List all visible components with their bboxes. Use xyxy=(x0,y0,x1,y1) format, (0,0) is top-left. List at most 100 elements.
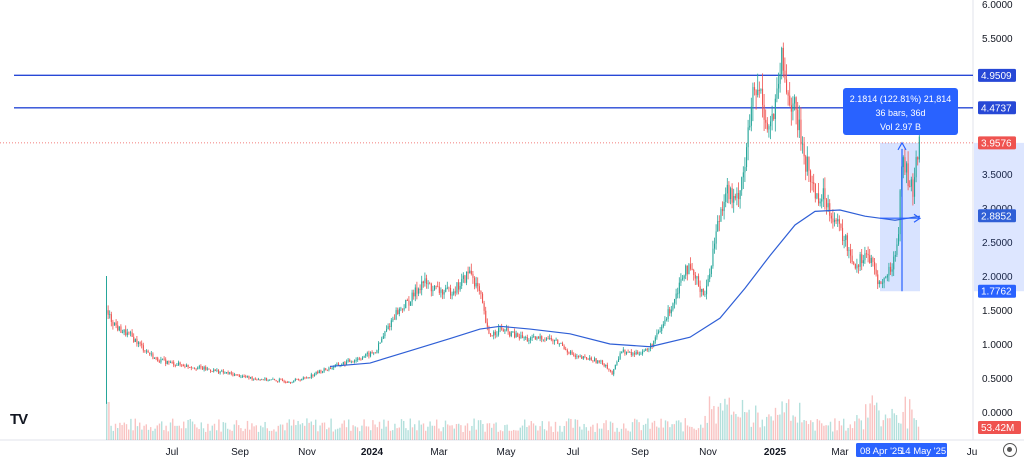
volume-bar xyxy=(480,420,482,440)
candle-body xyxy=(318,370,320,374)
candle-body xyxy=(427,283,429,285)
candle-body xyxy=(107,310,109,315)
volume-bar xyxy=(264,421,266,440)
time-tick-label: 2024 xyxy=(361,447,384,458)
candle-body xyxy=(418,288,420,294)
candle-body xyxy=(118,326,120,331)
volume-bar xyxy=(180,428,183,440)
volume-bar xyxy=(612,422,614,440)
candle-body xyxy=(138,342,140,345)
candle-body xyxy=(214,369,216,371)
candle-body xyxy=(654,337,656,341)
candle-body xyxy=(478,286,480,291)
candle-body xyxy=(363,356,365,358)
candle-body xyxy=(139,342,141,344)
measure-tooltip-line2: 36 bars, 36d xyxy=(875,108,925,118)
volume-bar xyxy=(271,430,273,440)
volume-bar xyxy=(752,422,755,440)
volume-bar xyxy=(321,422,323,440)
candle-body xyxy=(816,193,818,199)
volume-bar xyxy=(249,429,251,440)
volume-bar xyxy=(717,406,719,440)
measure-arrowhead-up xyxy=(897,141,907,151)
candle-body xyxy=(723,201,725,212)
moving-average-line[interactable] xyxy=(329,209,921,368)
candle-body xyxy=(704,294,706,296)
volume-bar xyxy=(152,430,154,440)
volume-bar xyxy=(596,423,598,440)
volume-bar xyxy=(587,430,590,440)
volume-bar xyxy=(378,421,381,440)
candle-body xyxy=(507,328,509,332)
volume-bar xyxy=(169,422,172,440)
tradingview-logo[interactable]: TV xyxy=(10,411,28,428)
settings-icon[interactable] xyxy=(1003,443,1017,457)
volume-bar xyxy=(134,418,136,440)
candle-body xyxy=(581,356,583,359)
volume-bar xyxy=(293,419,295,440)
volume-bar xyxy=(233,424,235,440)
candle-body xyxy=(512,331,514,333)
candle-body xyxy=(603,364,605,367)
candle-body xyxy=(896,244,898,255)
candle-body xyxy=(690,264,692,269)
candle-body xyxy=(162,358,164,360)
measure-tooltip[interactable] xyxy=(843,88,958,135)
volume-bar xyxy=(649,428,651,440)
volume-bar xyxy=(788,399,790,440)
candle-body xyxy=(272,379,274,380)
candle-body xyxy=(646,348,648,350)
candle-body xyxy=(406,300,408,301)
candle-body xyxy=(320,370,322,373)
candle-body xyxy=(200,366,202,368)
volume-bar xyxy=(785,403,788,440)
volume-bar xyxy=(453,428,455,440)
candle-body xyxy=(288,382,290,384)
volume-bar xyxy=(218,419,220,440)
volume-bar xyxy=(510,430,513,440)
volume-bar xyxy=(843,418,845,440)
candle-body xyxy=(872,257,874,262)
candle-body xyxy=(218,370,220,374)
candle-body xyxy=(574,355,576,358)
volume-bar xyxy=(130,418,132,440)
candle-body xyxy=(426,278,428,284)
volume-bar xyxy=(255,425,257,440)
candle-body xyxy=(392,318,394,321)
candle-body xyxy=(701,288,703,292)
candle-body xyxy=(786,79,788,93)
volume-bar xyxy=(799,402,801,440)
candle-body xyxy=(728,184,730,200)
candle-body xyxy=(163,358,165,360)
candle-body xyxy=(467,271,469,274)
candle-body xyxy=(472,273,474,278)
candle-body xyxy=(226,372,228,373)
candle-body xyxy=(528,339,530,342)
candle-body xyxy=(795,97,797,110)
candle-body xyxy=(771,113,773,122)
candle-body xyxy=(750,106,752,126)
candle-body xyxy=(240,376,242,378)
candle-body xyxy=(573,354,575,356)
candle-body xyxy=(547,338,549,340)
candle-body xyxy=(792,103,794,112)
candle-body xyxy=(184,366,186,368)
candle-body xyxy=(888,266,890,276)
candle-body xyxy=(136,338,138,345)
candle-body xyxy=(157,357,159,362)
candle-body xyxy=(346,361,348,365)
volume-bar xyxy=(341,423,343,440)
volume-bar xyxy=(374,424,376,440)
volume-bar xyxy=(689,426,691,440)
candle-body xyxy=(315,371,317,375)
candle-body xyxy=(682,278,684,280)
plot-area[interactable] xyxy=(0,0,973,440)
volume-bar xyxy=(178,425,180,440)
candle-body xyxy=(539,336,541,339)
candle-body xyxy=(109,314,111,316)
volume-bar xyxy=(741,399,744,440)
volume-bar xyxy=(838,420,840,440)
volume-bar xyxy=(475,429,477,440)
